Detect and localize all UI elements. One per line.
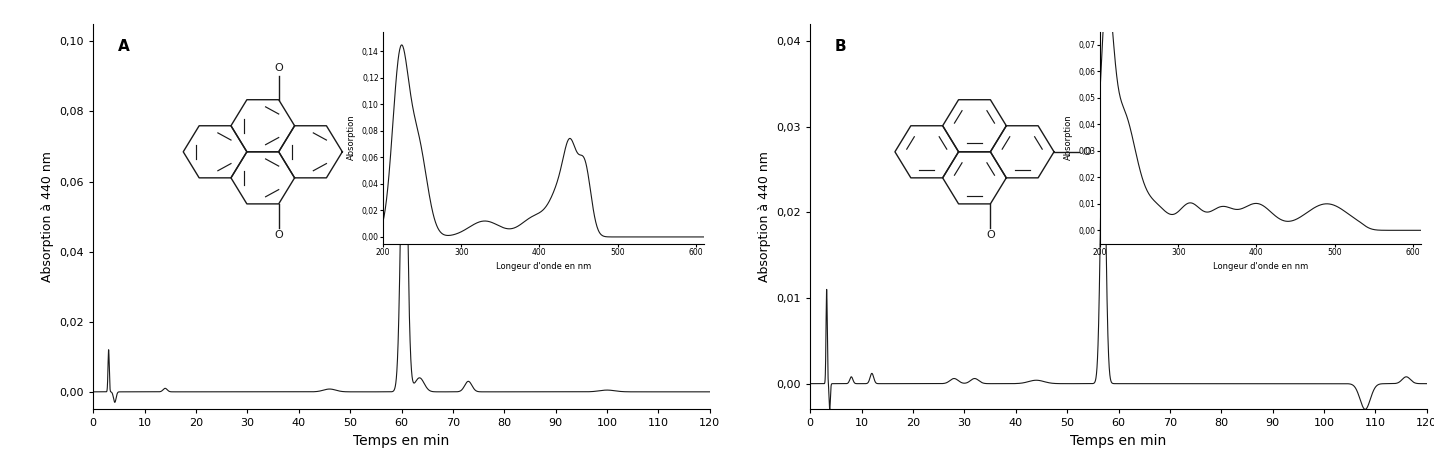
X-axis label: Temps en min: Temps en min [1070,434,1167,448]
Text: A: A [118,39,129,54]
Text: B: B [835,39,846,54]
X-axis label: Temps en min: Temps en min [353,434,450,448]
Y-axis label: Absorption à 440 nm: Absorption à 440 nm [759,151,771,282]
Y-axis label: Absorption à 440 nm: Absorption à 440 nm [42,151,54,282]
